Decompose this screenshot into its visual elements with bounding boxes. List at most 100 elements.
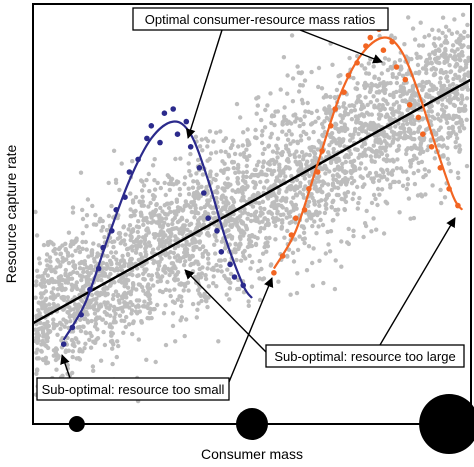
cloud-point — [290, 99, 296, 104]
cloud-point — [236, 162, 241, 168]
cloud-point — [123, 324, 128, 330]
cloud-point — [127, 223, 133, 228]
cloud-point — [242, 154, 247, 159]
cloud-point — [369, 176, 374, 181]
cloud-point — [115, 339, 120, 344]
cloud-point — [381, 231, 387, 236]
cloud-point — [324, 111, 329, 116]
cloud-point — [347, 103, 352, 108]
cloud-point — [80, 246, 85, 251]
cloud-point — [366, 112, 372, 117]
cloud-point — [455, 47, 460, 52]
cloud-point — [392, 35, 398, 41]
cloud-point — [63, 271, 68, 276]
cloud-point — [125, 252, 131, 258]
cloud-point — [231, 165, 236, 171]
cloud-point — [395, 132, 400, 137]
cloud-point — [63, 241, 68, 246]
cloud-point — [80, 324, 86, 329]
cloud-point — [168, 293, 173, 299]
cloud-point — [287, 220, 292, 226]
cloud-point — [72, 343, 77, 349]
cloud-point — [216, 339, 221, 344]
cloud-point — [350, 163, 355, 168]
cloud-point — [34, 279, 39, 284]
cloud-point — [287, 166, 292, 171]
cloud-point — [340, 138, 346, 144]
cloud-point — [242, 210, 248, 215]
cloud-point — [323, 171, 328, 176]
cloud-point — [257, 201, 262, 206]
cloud-point — [293, 119, 298, 124]
cloud-point — [330, 173, 336, 178]
cloud-point — [426, 33, 432, 38]
cloud-point — [366, 146, 372, 151]
cloud-point — [354, 86, 360, 92]
cloud-point — [363, 223, 369, 229]
cloud-point — [199, 184, 204, 189]
cloud-point — [39, 294, 44, 300]
cloud-point — [77, 249, 83, 255]
cloud-point — [357, 113, 362, 118]
cloud-point — [311, 129, 316, 135]
cloud-point — [364, 82, 369, 88]
cloud-point — [277, 162, 282, 167]
cloud-point — [451, 129, 456, 134]
cloud-point — [171, 182, 176, 187]
cloud-point — [339, 165, 344, 170]
cloud-point — [299, 70, 305, 75]
cloud-point — [410, 84, 416, 89]
cloud-point — [55, 287, 61, 292]
cloud-point — [194, 244, 199, 250]
cloud-point — [266, 144, 271, 149]
cloud-point — [126, 227, 131, 232]
cloud-point — [457, 125, 462, 130]
cloud-point — [128, 237, 133, 243]
annotation-too-small: Sub-optimal: resource too small — [36, 377, 230, 401]
cloud-point — [434, 86, 439, 92]
series-1-point — [314, 169, 321, 175]
cloud-point — [53, 350, 59, 355]
series-0 — [60, 106, 253, 348]
cloud-point — [196, 192, 202, 197]
cloud-point — [158, 205, 163, 211]
cloud-point — [177, 192, 183, 197]
cloud-point — [189, 209, 194, 215]
cloud-point — [345, 189, 351, 195]
cloud-point — [320, 222, 326, 228]
cloud-point — [271, 113, 277, 119]
cloud-point — [371, 143, 376, 148]
cloud-point — [246, 299, 251, 304]
cloud-point — [235, 216, 240, 221]
cloud-point — [115, 261, 120, 266]
cloud-point — [302, 78, 308, 83]
cloud-point — [257, 229, 263, 234]
cloud-point — [424, 70, 429, 76]
cloud-point — [77, 266, 83, 271]
cloud-point — [452, 103, 458, 109]
cloud-point — [383, 98, 388, 104]
cloud-point — [405, 121, 410, 127]
cloud-point — [187, 242, 192, 247]
cloud-point — [45, 338, 50, 344]
cloud-point — [380, 145, 386, 150]
cloud-point — [327, 169, 332, 174]
cloud-point — [105, 264, 110, 269]
cloud-point — [141, 271, 146, 276]
cloud-point — [307, 173, 312, 179]
cloud-point — [123, 232, 128, 237]
series-0-point — [214, 228, 220, 234]
cloud-point — [350, 159, 355, 165]
cloud-point — [38, 320, 43, 326]
cloud-point — [36, 256, 42, 261]
cloud-point — [345, 177, 350, 182]
cloud-point — [403, 169, 409, 174]
cloud-point — [111, 254, 116, 260]
cloud-point — [141, 288, 146, 293]
cloud-point — [335, 164, 341, 169]
cloud-point — [390, 110, 395, 116]
cloud-point — [41, 242, 47, 248]
background-point-cloud — [33, 12, 471, 404]
cloud-point — [438, 187, 443, 193]
